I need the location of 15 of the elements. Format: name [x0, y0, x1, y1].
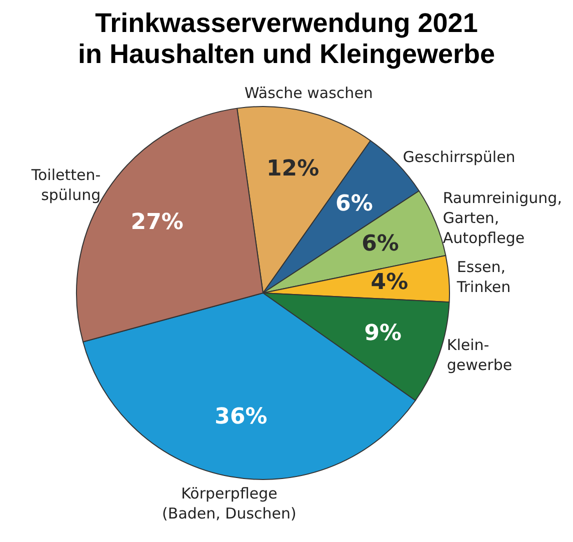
data-label: 9% — [364, 321, 402, 346]
slice-label: Essen, Trinken — [456, 258, 511, 296]
slice-label: Raumreinigung, Garten, Autopflege — [442, 188, 562, 247]
chart-title: Trinkwasserverwendung 2021 in Haushalten und Kleingewerbe — [76, 8, 496, 71]
slice-label: Toiletten- spülung — [30, 166, 101, 204]
slice-label: Geschirrspülen — [402, 148, 516, 166]
slice-label: Klein- gewerbe — [446, 336, 512, 374]
slice-label: Körperpflege (Baden, Duschen) — [162, 484, 296, 522]
slice-label: Wäsche waschen — [244, 84, 373, 102]
data-label: 12% — [266, 156, 320, 182]
data-label: 4% — [370, 270, 408, 295]
data-label: 36% — [214, 404, 268, 430]
data-label: 27% — [130, 210, 184, 235]
data-label: 6% — [336, 192, 373, 217]
data-label: 6% — [362, 231, 399, 256]
